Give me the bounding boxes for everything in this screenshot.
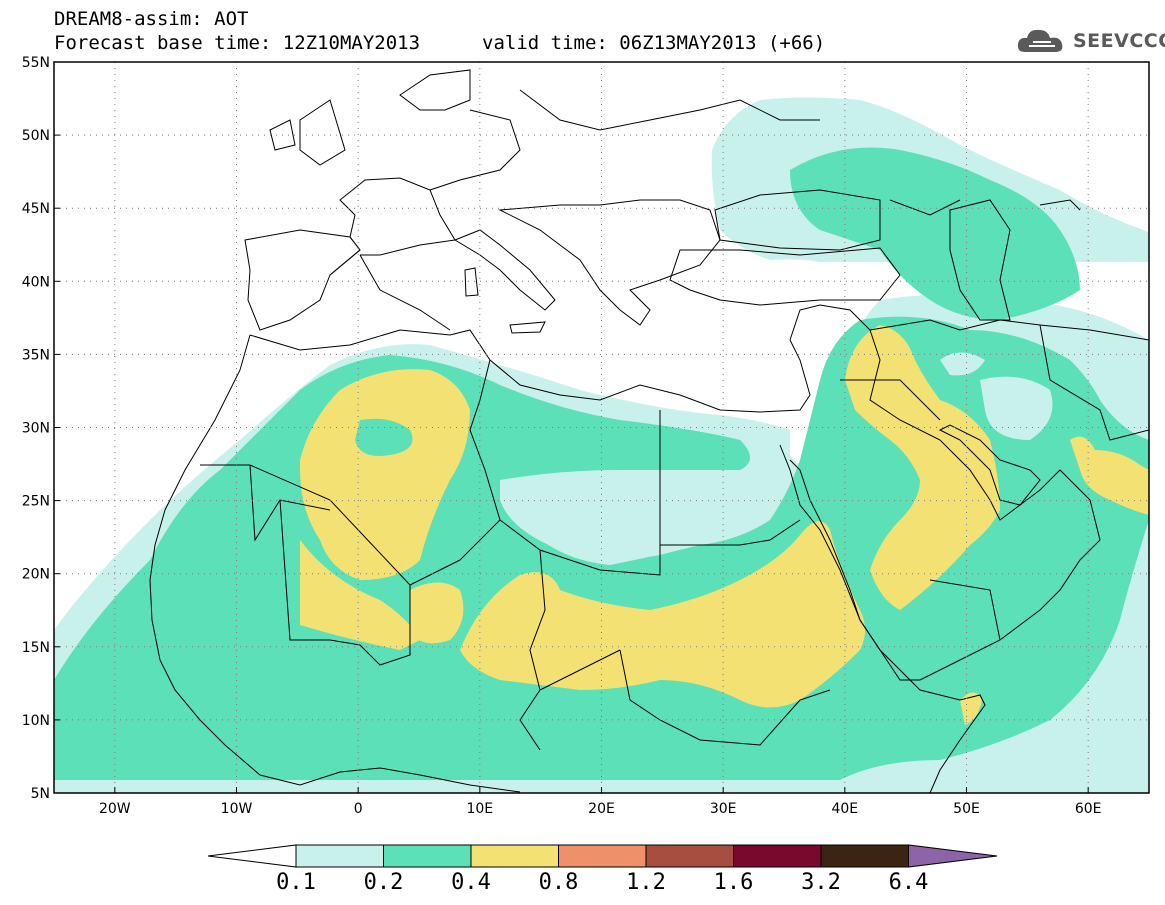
lon-tick-label: 30E (710, 801, 737, 817)
colorbar-level-label: 1.2 (626, 870, 666, 895)
lon-tick-label: 40E (831, 801, 858, 817)
colorbar-swatch (295, 844, 384, 868)
colorbar-swatch (733, 844, 822, 868)
lon-tick-label: 50E (953, 801, 980, 817)
colorbar-level-label: 6.4 (888, 870, 929, 895)
field-shape-yellow-mali (300, 540, 420, 650)
colorbar-level-label: 0.4 (451, 870, 491, 895)
colorbar-swatch (645, 844, 734, 868)
field-shape-light-libya (500, 470, 750, 559)
cloud-icon (1017, 29, 1063, 52)
colorbar-swatch (383, 844, 472, 868)
logo-text: SEEVCCC (1073, 30, 1165, 52)
lon-tick-label: 0 (354, 801, 363, 817)
colorbar-level-label: 0.2 (363, 870, 404, 895)
lat-tick-label: 35N (22, 347, 50, 363)
lon-tick-label: 20E (588, 801, 615, 817)
lat-tick-label: 20N (22, 567, 50, 583)
field-shape-yellow-sahel (460, 521, 865, 708)
field-shape-yellow-niger (410, 582, 464, 644)
colorbar (207, 844, 998, 868)
lon-axis: 20W 10W 0 10E 20E 30E 40E 50E 60E (99, 787, 1102, 817)
field-shape-yellow-somalia (960, 692, 982, 725)
field-shape-green-north (790, 147, 1080, 320)
lat-tick-label: 45N (22, 201, 50, 217)
coastlines (149, 69, 1149, 793)
colorbar-level-label: 3.2 (801, 870, 841, 895)
lat-tick-label: 10N (22, 713, 50, 729)
lat-tick-label: 50N (22, 128, 50, 144)
aot-field-0.4-0.8 (300, 325, 1149, 725)
graticule (54, 62, 1149, 793)
colorbar-level-label: 0.1 (276, 870, 316, 895)
lat-tick-label: 30N (22, 421, 50, 437)
colorbar-level-label: 1.6 (713, 870, 754, 895)
field-shape-yellow-arabia (845, 325, 1000, 610)
title-valid-time: valid time: 06Z13MAY2013 (+66) (482, 32, 826, 54)
lon-tick-label: 10W (221, 801, 253, 817)
lat-tick-label: 5N (31, 786, 50, 802)
seevccc-logo: SEEVCCC (1015, 24, 1165, 58)
lon-tick-label: 60E (1075, 801, 1102, 817)
title-model: DREAM8-assim: AOT (54, 8, 249, 30)
map-fields (54, 62, 1149, 793)
colorbar-swatch (470, 844, 559, 868)
field-shape-yellow-algeria (300, 369, 470, 580)
colorbar-swatch (558, 844, 647, 868)
colorbar-high-extend (908, 844, 998, 868)
colorbar-swatch (820, 844, 909, 868)
lat-tick-label: 15N (22, 640, 50, 656)
title-base-time: Forecast base time: 12Z10MAY2013 (54, 32, 421, 54)
colorbar-low-extend (207, 844, 297, 868)
lat-axis: 5N 10N 15N 20N 25N 30N 35N 40N 45N 50N 55N (22, 55, 60, 802)
field-shape-yellow-iran (1070, 436, 1149, 515)
lat-tick-label: 40N (22, 274, 50, 290)
lon-tick-label: 20W (99, 801, 131, 817)
lon-tick-label: 10E (466, 801, 493, 817)
field-shape-light-iran (980, 376, 1053, 440)
colorbar-level-label: 0.8 (538, 870, 579, 895)
lat-tick-label: 55N (22, 55, 50, 71)
lat-tick-label: 25N (22, 494, 50, 510)
field-shape-light-iraq (940, 352, 985, 376)
